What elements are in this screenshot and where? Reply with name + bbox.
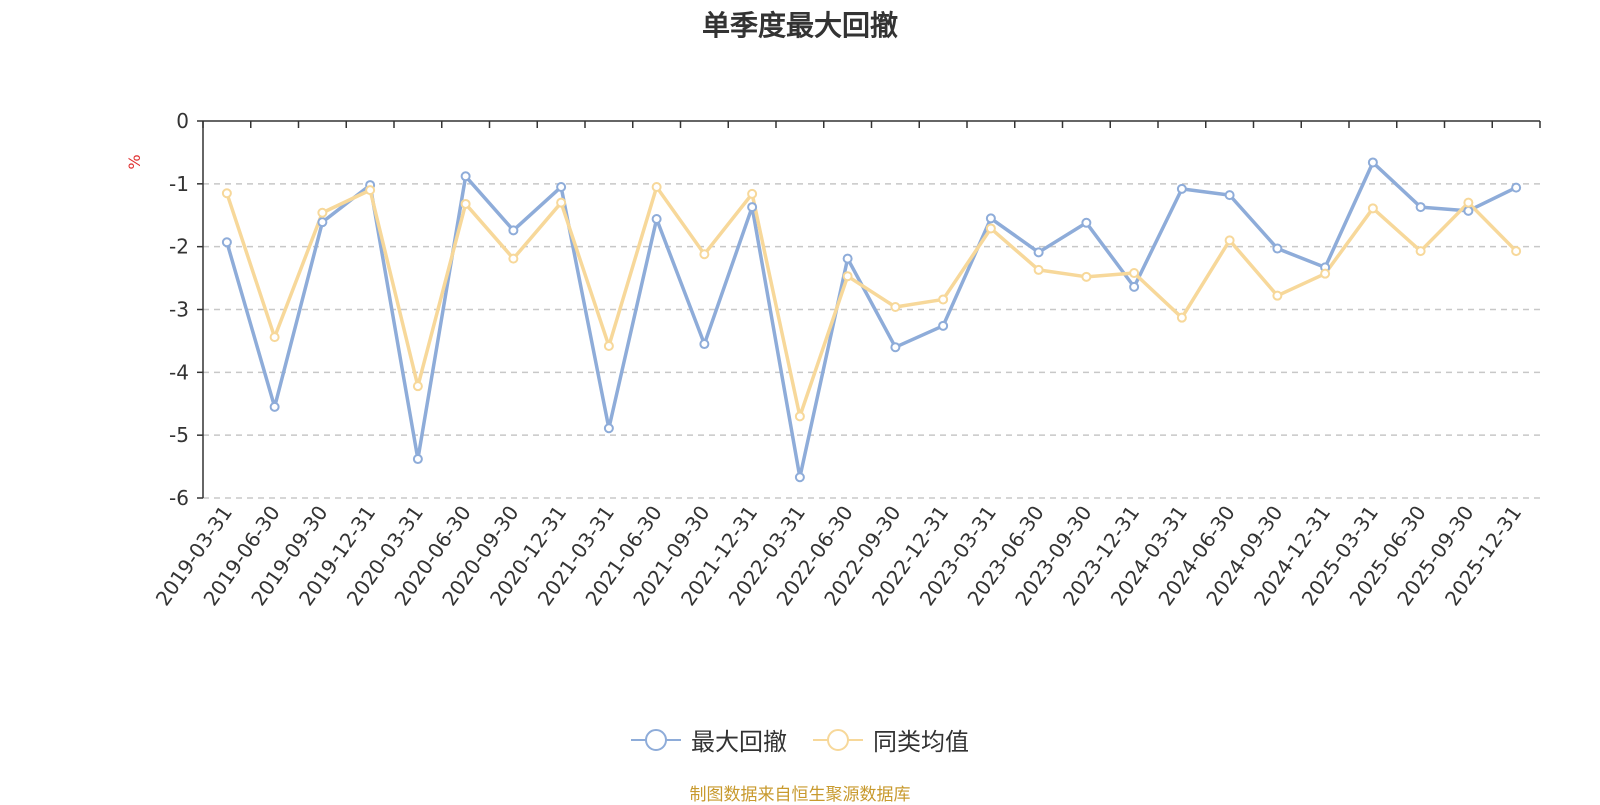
point-s0-16 bbox=[985, 213, 996, 224]
y-tick-label-3: -3 bbox=[169, 298, 189, 322]
point-s0-14 bbox=[890, 342, 901, 353]
point-s1-1 bbox=[269, 332, 280, 343]
point-s0-15 bbox=[938, 320, 949, 331]
point-s1-24 bbox=[1367, 203, 1378, 214]
point-s1-14 bbox=[890, 301, 901, 312]
legend-label-0: 最大回撤 bbox=[691, 728, 787, 756]
point-s1-15 bbox=[938, 294, 949, 305]
point-s0-5 bbox=[460, 171, 471, 182]
point-s1-23 bbox=[1320, 268, 1331, 279]
point-s1-2 bbox=[317, 207, 328, 218]
series-line-1 bbox=[225, 185, 1518, 419]
point-s0-4 bbox=[412, 454, 423, 465]
gridlines bbox=[203, 183, 1540, 499]
point-s0-22 bbox=[1272, 243, 1283, 254]
source-note: 制图数据来自恒生聚源数据库 bbox=[689, 785, 911, 805]
series-line-0 bbox=[225, 160, 1517, 480]
point-s1-25 bbox=[1415, 246, 1426, 257]
point-s1-27 bbox=[1511, 246, 1522, 257]
legend: 最大回撤 同类均值 bbox=[0, 722, 1600, 757]
point-s0-9 bbox=[651, 214, 662, 225]
point-s1-17 bbox=[1033, 264, 1044, 275]
point-s0-21 bbox=[1224, 190, 1235, 201]
legend-label-1: 同类均值 bbox=[873, 728, 969, 756]
point-s1-21 bbox=[1224, 235, 1235, 246]
point-s1-3 bbox=[365, 185, 376, 196]
y-tick-label-6: -6 bbox=[169, 486, 189, 510]
point-s1-10 bbox=[699, 249, 710, 260]
series-lines bbox=[221, 157, 1522, 483]
point-s0-12 bbox=[794, 472, 805, 483]
point-s0-10 bbox=[699, 339, 710, 350]
legend-marker-0-icon bbox=[631, 728, 681, 751]
point-s1-22 bbox=[1272, 290, 1283, 301]
point-s0-11 bbox=[747, 202, 758, 213]
point-s1-26 bbox=[1463, 197, 1474, 208]
y-tick-label-0: 0 bbox=[176, 109, 189, 133]
point-s1-6 bbox=[508, 253, 519, 264]
point-s1-18 bbox=[1081, 271, 1092, 282]
point-s1-13 bbox=[842, 271, 853, 282]
point-s0-7 bbox=[556, 181, 567, 192]
point-s0-13 bbox=[842, 253, 853, 264]
point-s0-2 bbox=[317, 217, 328, 228]
point-s0-6 bbox=[508, 225, 519, 236]
point-s0-26 bbox=[1463, 205, 1474, 216]
point-s0-25 bbox=[1415, 202, 1426, 213]
point-s1-11 bbox=[747, 188, 758, 199]
legend-item-series-1[interactable]: 同类均值 bbox=[813, 722, 969, 757]
point-s0-8 bbox=[603, 423, 614, 434]
point-s1-4 bbox=[412, 381, 423, 392]
point-s0-18 bbox=[1081, 217, 1092, 228]
point-s1-9 bbox=[651, 181, 662, 192]
chart-title: 单季度最大回撤 bbox=[701, 9, 898, 42]
y-tick-label-5: -5 bbox=[169, 423, 189, 447]
y-axis-label: % bbox=[125, 154, 144, 169]
point-s1-7 bbox=[556, 197, 567, 208]
point-s0-17 bbox=[1033, 247, 1044, 258]
point-s1-8 bbox=[603, 340, 614, 351]
y-tick-label-1: -1 bbox=[169, 172, 189, 196]
point-s0-0 bbox=[221, 237, 232, 248]
point-s1-20 bbox=[1176, 312, 1187, 323]
y-tick-label-2: -2 bbox=[169, 235, 189, 259]
y-tick-label-4: -4 bbox=[169, 360, 189, 384]
point-s1-5 bbox=[460, 198, 471, 209]
point-s0-19 bbox=[1129, 281, 1140, 292]
legend-item-series-0[interactable]: 最大回撤 bbox=[631, 722, 787, 757]
legend-marker-1-icon bbox=[813, 728, 863, 751]
point-s1-0 bbox=[221, 188, 232, 199]
point-s0-20 bbox=[1176, 183, 1187, 194]
point-s0-1 bbox=[269, 401, 280, 412]
point-s1-19 bbox=[1129, 268, 1140, 279]
point-s1-12 bbox=[794, 411, 805, 422]
point-s1-16 bbox=[985, 223, 996, 234]
point-s0-24 bbox=[1367, 157, 1378, 168]
point-s0-27 bbox=[1511, 182, 1522, 193]
